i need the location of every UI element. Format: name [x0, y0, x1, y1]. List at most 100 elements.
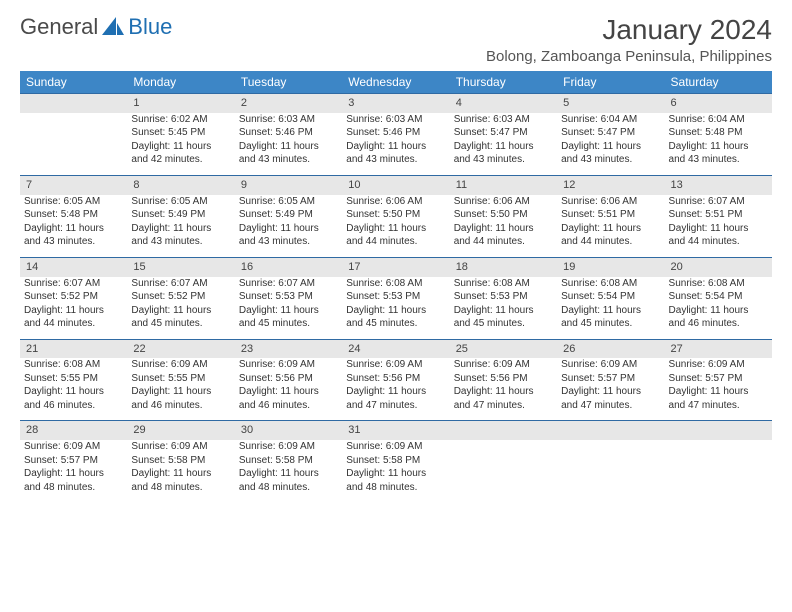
day-number: 26 — [557, 339, 664, 358]
day-number: 7 — [20, 175, 127, 194]
day-sunset: Sunset: 5:53 PM — [239, 290, 338, 304]
day-sunrise: Sunrise: 6:03 AM — [454, 113, 553, 127]
day-sunset: Sunset: 5:57 PM — [561, 372, 660, 386]
day-sunset: Sunset: 5:57 PM — [24, 454, 123, 468]
day-day2: and 45 minutes. — [131, 317, 230, 331]
day-day1: Daylight: 11 hours — [454, 385, 553, 399]
day-sunrise: Sunrise: 6:03 AM — [239, 113, 338, 127]
day-day1: Daylight: 11 hours — [239, 140, 338, 154]
day-number: 8 — [127, 175, 234, 194]
day-day2: and 44 minutes. — [669, 235, 768, 249]
day-day1: Daylight: 11 hours — [669, 222, 768, 236]
day-cell: Sunrise: 6:07 AMSunset: 5:52 PMDaylight:… — [20, 277, 127, 340]
brand-part2: Blue — [128, 14, 172, 40]
weekday-header-row: Sunday Monday Tuesday Wednesday Thursday… — [20, 71, 772, 94]
day-sunset: Sunset: 5:50 PM — [346, 208, 445, 222]
day-day2: and 43 minutes. — [561, 153, 660, 167]
day-number-row: 123456 — [20, 94, 772, 113]
day-number — [450, 421, 557, 440]
day-number: 12 — [557, 175, 664, 194]
day-number-row: 28293031 — [20, 421, 772, 440]
day-number: 9 — [235, 175, 342, 194]
month-title: January 2024 — [486, 14, 772, 46]
day-sunset: Sunset: 5:47 PM — [561, 126, 660, 140]
day-day2: and 44 minutes. — [24, 317, 123, 331]
day-number: 18 — [450, 257, 557, 276]
day-sunset: Sunset: 5:46 PM — [346, 126, 445, 140]
day-sunset: Sunset: 5:47 PM — [454, 126, 553, 140]
day-sunset: Sunset: 5:52 PM — [131, 290, 230, 304]
day-day1: Daylight: 11 hours — [24, 222, 123, 236]
day-cell: Sunrise: 6:06 AMSunset: 5:50 PMDaylight:… — [342, 195, 449, 258]
brand-part1: General — [20, 14, 98, 40]
day-sunset: Sunset: 5:46 PM — [239, 126, 338, 140]
day-day2: and 46 minutes. — [24, 399, 123, 413]
day-day2: and 47 minutes. — [561, 399, 660, 413]
day-sunrise: Sunrise: 6:06 AM — [346, 195, 445, 209]
day-day1: Daylight: 11 hours — [346, 385, 445, 399]
day-number: 10 — [342, 175, 449, 194]
day-day2: and 47 minutes. — [669, 399, 768, 413]
day-sunset: Sunset: 5:54 PM — [669, 290, 768, 304]
location-text: Bolong, Zamboanga Peninsula, Philippines — [486, 48, 772, 65]
day-cell: Sunrise: 6:04 AMSunset: 5:48 PMDaylight:… — [665, 113, 772, 176]
day-sunset: Sunset: 5:48 PM — [669, 126, 768, 140]
day-sunset: Sunset: 5:53 PM — [346, 290, 445, 304]
day-day2: and 48 minutes. — [131, 481, 230, 495]
day-day2: and 46 minutes. — [239, 399, 338, 413]
day-cell: Sunrise: 6:09 AMSunset: 5:57 PMDaylight:… — [665, 358, 772, 421]
day-sunrise: Sunrise: 6:09 AM — [669, 358, 768, 372]
day-cell — [450, 440, 557, 502]
day-number-row: 14151617181920 — [20, 257, 772, 276]
day-cell: Sunrise: 6:08 AMSunset: 5:54 PMDaylight:… — [665, 277, 772, 340]
day-cell: Sunrise: 6:07 AMSunset: 5:53 PMDaylight:… — [235, 277, 342, 340]
day-sunrise: Sunrise: 6:07 AM — [239, 277, 338, 291]
day-day2: and 43 minutes. — [669, 153, 768, 167]
day-sunrise: Sunrise: 6:08 AM — [454, 277, 553, 291]
day-sunset: Sunset: 5:56 PM — [454, 372, 553, 386]
day-day1: Daylight: 11 hours — [239, 467, 338, 481]
day-cell: Sunrise: 6:09 AMSunset: 5:57 PMDaylight:… — [20, 440, 127, 502]
day-cell: Sunrise: 6:06 AMSunset: 5:50 PMDaylight:… — [450, 195, 557, 258]
day-sunrise: Sunrise: 6:07 AM — [24, 277, 123, 291]
day-day1: Daylight: 11 hours — [346, 140, 445, 154]
day-day2: and 47 minutes. — [346, 399, 445, 413]
weekday-header: Tuesday — [235, 71, 342, 94]
day-day1: Daylight: 11 hours — [24, 304, 123, 318]
day-sunrise: Sunrise: 6:09 AM — [346, 440, 445, 454]
day-cell: Sunrise: 6:06 AMSunset: 5:51 PMDaylight:… — [557, 195, 664, 258]
day-number: 3 — [342, 94, 449, 113]
day-cell — [20, 113, 127, 176]
day-number: 11 — [450, 175, 557, 194]
day-day2: and 45 minutes. — [346, 317, 445, 331]
day-sunrise: Sunrise: 6:08 AM — [346, 277, 445, 291]
day-number: 27 — [665, 339, 772, 358]
day-day1: Daylight: 11 hours — [454, 304, 553, 318]
day-sunrise: Sunrise: 6:05 AM — [131, 195, 230, 209]
day-sunset: Sunset: 5:50 PM — [454, 208, 553, 222]
day-cell — [557, 440, 664, 502]
day-day2: and 46 minutes. — [131, 399, 230, 413]
day-number: 4 — [450, 94, 557, 113]
day-day1: Daylight: 11 hours — [346, 304, 445, 318]
day-cell: Sunrise: 6:02 AMSunset: 5:45 PMDaylight:… — [127, 113, 234, 176]
day-sunset: Sunset: 5:52 PM — [24, 290, 123, 304]
day-day1: Daylight: 11 hours — [669, 304, 768, 318]
day-day1: Daylight: 11 hours — [239, 222, 338, 236]
day-number: 5 — [557, 94, 664, 113]
day-number: 25 — [450, 339, 557, 358]
day-number-row: 21222324252627 — [20, 339, 772, 358]
day-day2: and 48 minutes. — [24, 481, 123, 495]
weekday-header: Friday — [557, 71, 664, 94]
day-content-row: Sunrise: 6:09 AM Sunset: 5:57 PM Daylight:… — [20, 440, 772, 502]
day-day2: and 48 minutes. — [346, 481, 445, 495]
day-cell: Sunrise: 6:09 AMSunset: 5:58 PMDaylight:… — [342, 440, 449, 502]
day-day2: and 45 minutes. — [239, 317, 338, 331]
day-content-row: Sunrise: 6:08 AMSunset: 5:55 PMDaylight:… — [20, 358, 772, 421]
day-number: 29 — [127, 421, 234, 440]
day-day1: Daylight: 11 hours — [239, 304, 338, 318]
day-sunset: Sunset: 5:48 PM — [24, 208, 123, 222]
day-day1: Daylight: 11 hours — [24, 385, 123, 399]
day-cell: Sunrise: 6:09 AMSunset: 5:55 PMDaylight:… — [127, 358, 234, 421]
day-sunrise: Sunrise: 6:08 AM — [24, 358, 123, 372]
